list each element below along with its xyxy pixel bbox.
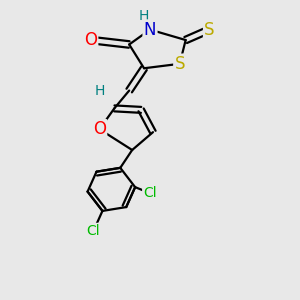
Text: Cl: Cl: [87, 224, 100, 238]
Text: Cl: Cl: [143, 186, 157, 200]
Text: N: N: [144, 21, 156, 39]
Text: S: S: [204, 21, 215, 39]
Text: O: O: [93, 120, 106, 138]
Text: H: H: [139, 9, 149, 23]
Text: O: O: [84, 31, 97, 49]
Text: S: S: [175, 55, 185, 73]
Text: H: H: [94, 84, 105, 98]
